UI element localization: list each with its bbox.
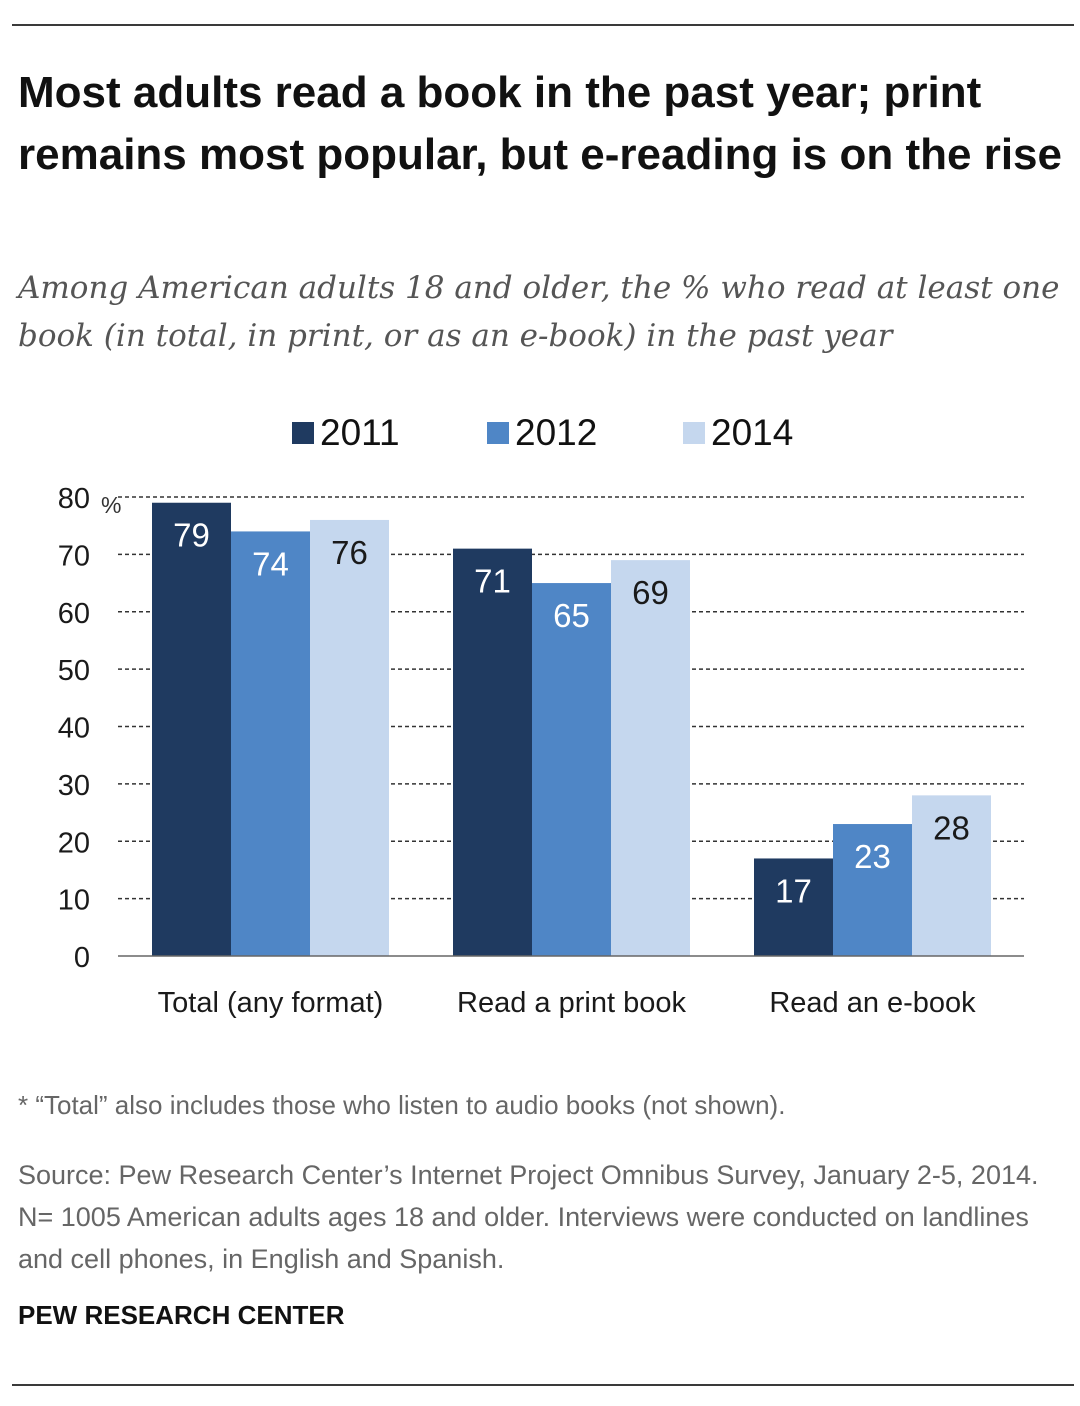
data-label: 17 xyxy=(775,872,812,909)
bar xyxy=(611,560,690,956)
legend-item-2012: 2012 xyxy=(487,408,597,458)
data-label: 28 xyxy=(933,809,970,846)
bar xyxy=(152,502,231,956)
y-unit-label: % xyxy=(101,492,121,518)
legend-item-2014: 2014 xyxy=(683,408,793,458)
bar xyxy=(833,824,912,956)
brand-label: PEW RESEARCH CENTER xyxy=(18,1300,345,1330)
data-label: 74 xyxy=(252,545,289,582)
category-label: Total (any format) xyxy=(158,987,384,1019)
top-rule xyxy=(12,24,1074,26)
bar xyxy=(532,583,611,956)
data-label: 65 xyxy=(553,597,590,634)
legend-label-2011: 2011 xyxy=(320,412,400,453)
data-label: 23 xyxy=(854,838,891,875)
y-tick-label: 70 xyxy=(58,540,90,572)
data-label: 71 xyxy=(474,563,511,600)
chart-subtitle: Among American adults 18 and older, the … xyxy=(18,270,1060,354)
data-label: 76 xyxy=(331,534,368,571)
legend-swatch-2011 xyxy=(292,422,314,444)
y-tick-label: 20 xyxy=(58,827,90,859)
category-label: Read a print book xyxy=(457,987,686,1019)
source-note: Source: Pew Research Center’s Internet P… xyxy=(18,1160,1039,1274)
legend-label-2014: 2014 xyxy=(711,412,794,453)
legend: 2011 2012 2014 xyxy=(0,408,1080,458)
y-tick-label: 0 xyxy=(74,942,90,974)
legend-label-2012: 2012 xyxy=(515,412,598,453)
y-tick-label: 40 xyxy=(58,713,90,745)
data-label: 69 xyxy=(632,574,669,611)
legend-swatch-2014 xyxy=(683,422,705,444)
bar xyxy=(231,531,310,956)
bar-chart: 0 10 20 30 40 50 60 70 80 % 79 74 76 Total (any forma… xyxy=(58,483,1024,1019)
y-tick-label: 80 xyxy=(58,483,90,515)
data-label: 79 xyxy=(173,517,210,554)
bar xyxy=(310,519,389,956)
bar xyxy=(453,548,532,956)
legend-item-2011: 2011 xyxy=(292,408,400,458)
y-tick-label: 30 xyxy=(58,770,90,802)
chart-title: Most adults read a book in the past year… xyxy=(18,68,1062,179)
legend-swatch-2012 xyxy=(487,422,509,444)
bar xyxy=(912,795,991,956)
y-tick-label: 50 xyxy=(58,655,90,687)
y-tick-label: 10 xyxy=(58,885,90,917)
footnote: * “Total” also includes those who listen… xyxy=(18,1090,786,1120)
category-label: Read an e-book xyxy=(769,987,976,1019)
bottom-rule xyxy=(12,1384,1074,1386)
bar xyxy=(754,858,833,956)
y-tick-label: 60 xyxy=(58,598,90,630)
